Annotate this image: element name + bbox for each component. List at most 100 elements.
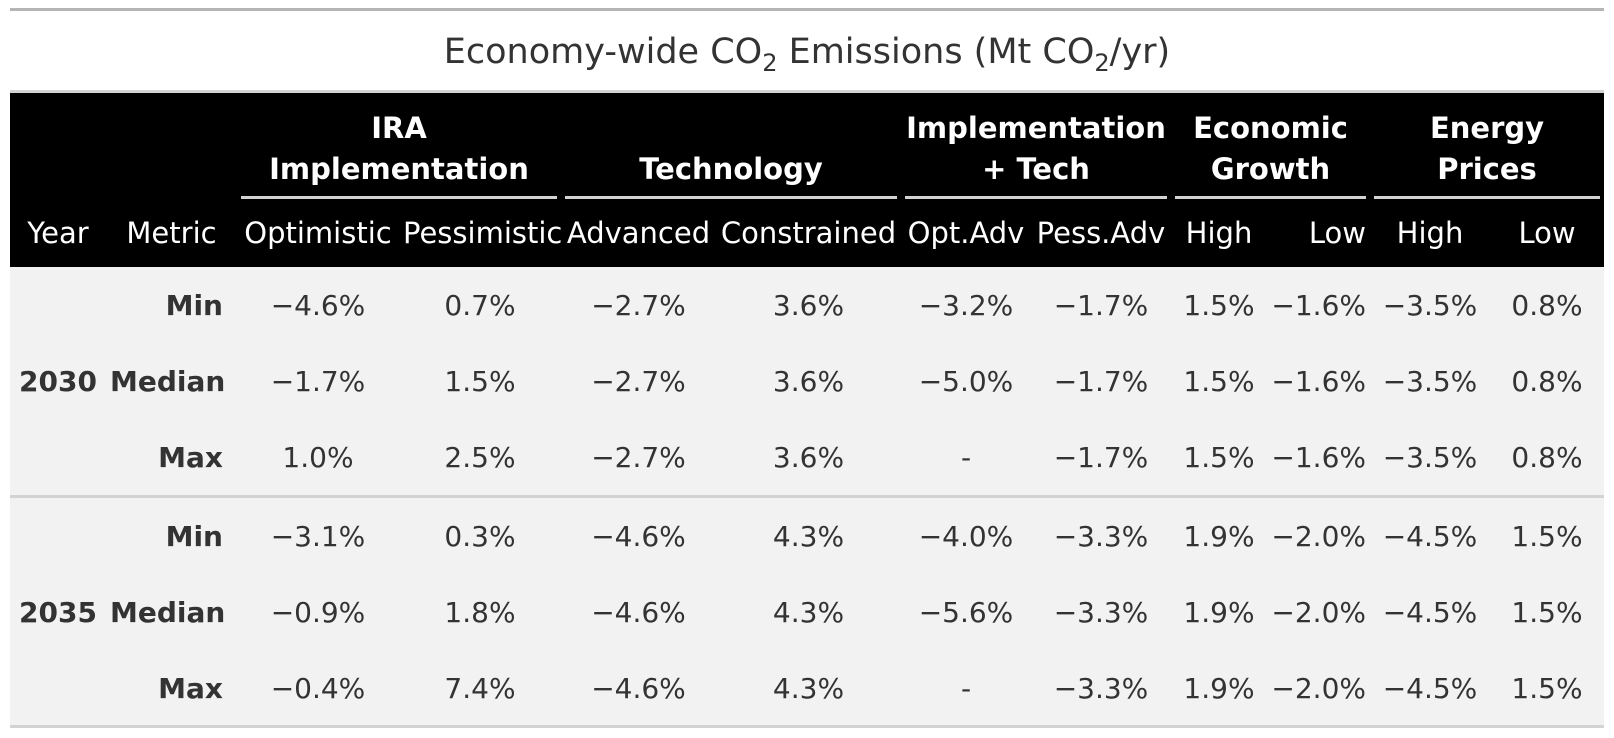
group-header-technology: Technology xyxy=(561,93,901,199)
value-cell: −4.5% xyxy=(1370,495,1490,574)
value-cell: −0.4% xyxy=(270,671,366,705)
value-cell: - xyxy=(960,671,972,705)
value-cell: 1.9% xyxy=(1171,495,1267,574)
value-cell: −4.0% xyxy=(901,495,1031,574)
value-cell: 4.3% xyxy=(772,595,845,629)
group-header-implementation-tech: Implementation + Tech xyxy=(901,93,1171,199)
value-cell: −2.7% xyxy=(591,288,686,322)
value-cell: 2.5% xyxy=(444,440,516,474)
value-cell: 1.5% xyxy=(1490,495,1604,574)
group-header-ira-implementation: IRA Implementation xyxy=(237,93,561,199)
table-row: 2035 Median −0.9% 1.8% −4.6% 4.3% −5.6% … xyxy=(10,574,1604,650)
year-cell: 2035 xyxy=(19,595,97,629)
table-row: Min −3.1% 0.3% −4.6% 4.3% −4.0% −3.3% 1.… xyxy=(10,495,1604,574)
column-header-pessimistic: Pessimistic xyxy=(403,216,563,250)
value-cell: 1.5% xyxy=(1183,288,1255,322)
value-cell: −3.3% xyxy=(1031,495,1171,574)
value-cell: −1.7% xyxy=(1053,288,1149,322)
value-cell: −2.0% xyxy=(1271,595,1366,629)
value-cell: −2.7% xyxy=(591,440,686,474)
column-header-pess-adv: Pess.Adv xyxy=(1036,216,1166,250)
metric-cell: Max xyxy=(158,440,223,474)
column-header-constrained: Constrained xyxy=(720,216,897,250)
year-cell xyxy=(10,495,106,574)
metric-cell: Min xyxy=(165,288,223,322)
value-cell: 3.6% xyxy=(772,364,845,398)
year-cell: 2030 xyxy=(19,364,97,398)
table-row: Max −0.4% 7.4% −4.6% 4.3% - −3.3% 1.9% −… xyxy=(10,650,1604,726)
year-cell xyxy=(10,419,106,497)
value-cell: −4.5% xyxy=(1382,595,1478,629)
metric-cell: Median xyxy=(110,595,226,629)
column-header-row: Year Metric Optimistic Pessimistic Advan… xyxy=(10,199,1604,267)
value-cell: −1.7% xyxy=(270,364,366,398)
value-cell: −2.0% xyxy=(1267,495,1370,574)
table-row: Min −4.6% 0.7% −2.7% 3.6% −3.2% −1.7% 1.… xyxy=(10,267,1604,343)
value-cell: 1.5% xyxy=(1511,595,1583,629)
group-header-energy-prices: Energy Prices xyxy=(1370,93,1604,199)
value-cell: 1.9% xyxy=(1183,595,1255,629)
value-cell: −1.6% xyxy=(1271,364,1366,398)
value-cell: −3.1% xyxy=(237,495,399,574)
value-cell: −1.7% xyxy=(1053,440,1149,474)
value-cell: - xyxy=(960,440,972,474)
group-header-row: IRA Implementation Technology Implementat… xyxy=(10,93,1604,199)
value-cell: −3.2% xyxy=(918,288,1014,322)
bottom-rule xyxy=(10,725,1604,728)
value-cell: −3.3% xyxy=(1053,595,1149,629)
value-cell: 7.4% xyxy=(444,671,516,705)
year-cell xyxy=(10,267,106,343)
table-row: 2030 Median −1.7% 1.5% −2.7% 3.6% −5.0% … xyxy=(10,343,1604,419)
value-cell: −1.7% xyxy=(1053,364,1149,398)
value-cell: 3.6% xyxy=(772,288,845,322)
value-cell: 0.8% xyxy=(1511,288,1583,322)
column-header-year: Year xyxy=(27,216,89,250)
value-cell: −4.6% xyxy=(591,595,686,629)
value-cell: −4.5% xyxy=(1382,671,1478,705)
metric-cell: Max xyxy=(158,671,223,705)
value-cell: 1.5% xyxy=(1511,671,1583,705)
value-cell: 3.6% xyxy=(772,440,845,474)
metric-cell: Median xyxy=(110,364,226,398)
value-cell: −5.6% xyxy=(918,595,1014,629)
value-cell: 4.3% xyxy=(772,671,845,705)
value-cell: 0.8% xyxy=(1511,440,1583,474)
value-cell: −1.6% xyxy=(1271,440,1366,474)
top-rule xyxy=(10,8,1604,11)
value-cell: −2.0% xyxy=(1271,671,1366,705)
year-cell xyxy=(10,650,106,726)
column-header-prices-low: Low xyxy=(1518,216,1576,250)
value-cell: 1.0% xyxy=(282,440,354,474)
value-cell: −1.6% xyxy=(1271,288,1366,322)
value-cell: −0.9% xyxy=(270,595,366,629)
value-cell: −3.5% xyxy=(1382,364,1478,398)
value-cell: −4.6% xyxy=(270,288,366,322)
value-cell: 1.5% xyxy=(1183,440,1255,474)
value-cell: 1.5% xyxy=(1183,364,1255,398)
value-cell: 1.8% xyxy=(444,595,516,629)
value-cell: 1.9% xyxy=(1183,671,1255,705)
column-header-optimistic: Optimistic xyxy=(244,216,392,250)
value-cell: 0.8% xyxy=(1511,364,1583,398)
column-header-metric: Metric xyxy=(126,216,217,250)
metric-cell: Min xyxy=(106,495,237,574)
table-row: Max 1.0% 2.5% −2.7% 3.6% - −1.7% 1.5% −1… xyxy=(10,419,1604,497)
value-cell: 0.7% xyxy=(444,288,516,322)
title-rule xyxy=(10,90,1604,93)
value-cell: −4.6% xyxy=(591,671,686,705)
column-header-growth-low: Low xyxy=(1308,216,1366,250)
value-cell: 4.3% xyxy=(716,495,901,574)
group-header-blank xyxy=(10,93,237,199)
emissions-table: IRA Implementation Technology Implementat… xyxy=(10,93,1604,726)
value-cell: −3.3% xyxy=(1053,671,1149,705)
value-cell: 1.5% xyxy=(444,364,516,398)
column-header-prices-high: High xyxy=(1396,216,1464,250)
value-cell: 0.3% xyxy=(399,495,561,574)
column-header-opt-adv: Opt.Adv xyxy=(907,216,1025,250)
value-cell: −5.0% xyxy=(918,364,1014,398)
value-cell: −3.5% xyxy=(1382,288,1478,322)
value-cell: −3.5% xyxy=(1382,440,1478,474)
table-title: Economy-wide CO2 Emissions (Mt CO2/yr) xyxy=(443,32,1171,77)
value-cell: −2.7% xyxy=(591,364,686,398)
column-header-advanced: Advanced xyxy=(566,216,711,250)
